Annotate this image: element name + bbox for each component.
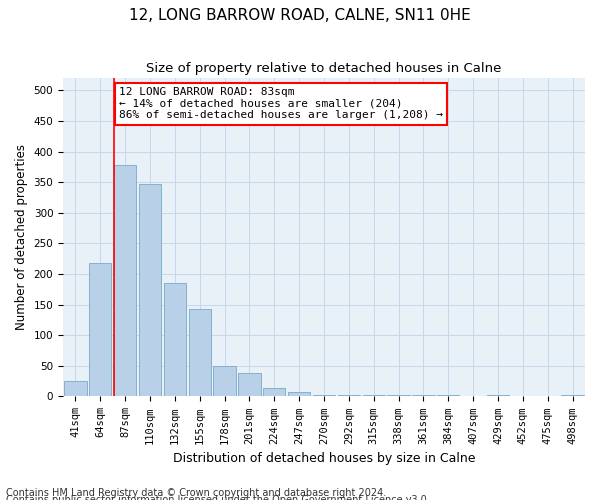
Y-axis label: Number of detached properties: Number of detached properties — [15, 144, 28, 330]
X-axis label: Distribution of detached houses by size in Calne: Distribution of detached houses by size … — [173, 452, 475, 465]
Bar — [412, 395, 434, 396]
Text: 12, LONG BARROW ROAD, CALNE, SN11 0HE: 12, LONG BARROW ROAD, CALNE, SN11 0HE — [129, 8, 471, 22]
Bar — [313, 394, 335, 396]
Bar — [263, 388, 286, 396]
Bar — [388, 395, 410, 396]
Bar — [238, 373, 260, 396]
Bar — [338, 395, 360, 396]
Bar — [164, 282, 186, 397]
Bar — [487, 395, 509, 396]
Bar — [362, 395, 385, 396]
Bar — [214, 366, 236, 396]
Bar — [64, 381, 86, 396]
Text: 12 LONG BARROW ROAD: 83sqm
← 14% of detached houses are smaller (204)
86% of sem: 12 LONG BARROW ROAD: 83sqm ← 14% of deta… — [119, 87, 443, 120]
Text: Contains HM Land Registry data © Crown copyright and database right 2024.: Contains HM Land Registry data © Crown c… — [6, 488, 386, 498]
Bar — [89, 263, 112, 396]
Bar — [288, 392, 310, 396]
Bar — [114, 165, 136, 396]
Bar — [139, 184, 161, 396]
Title: Size of property relative to detached houses in Calne: Size of property relative to detached ho… — [146, 62, 502, 76]
Bar — [188, 310, 211, 396]
Bar — [437, 395, 460, 396]
Text: Contains public sector information licensed under the Open Government Licence v3: Contains public sector information licen… — [6, 495, 430, 500]
Bar — [562, 395, 584, 396]
